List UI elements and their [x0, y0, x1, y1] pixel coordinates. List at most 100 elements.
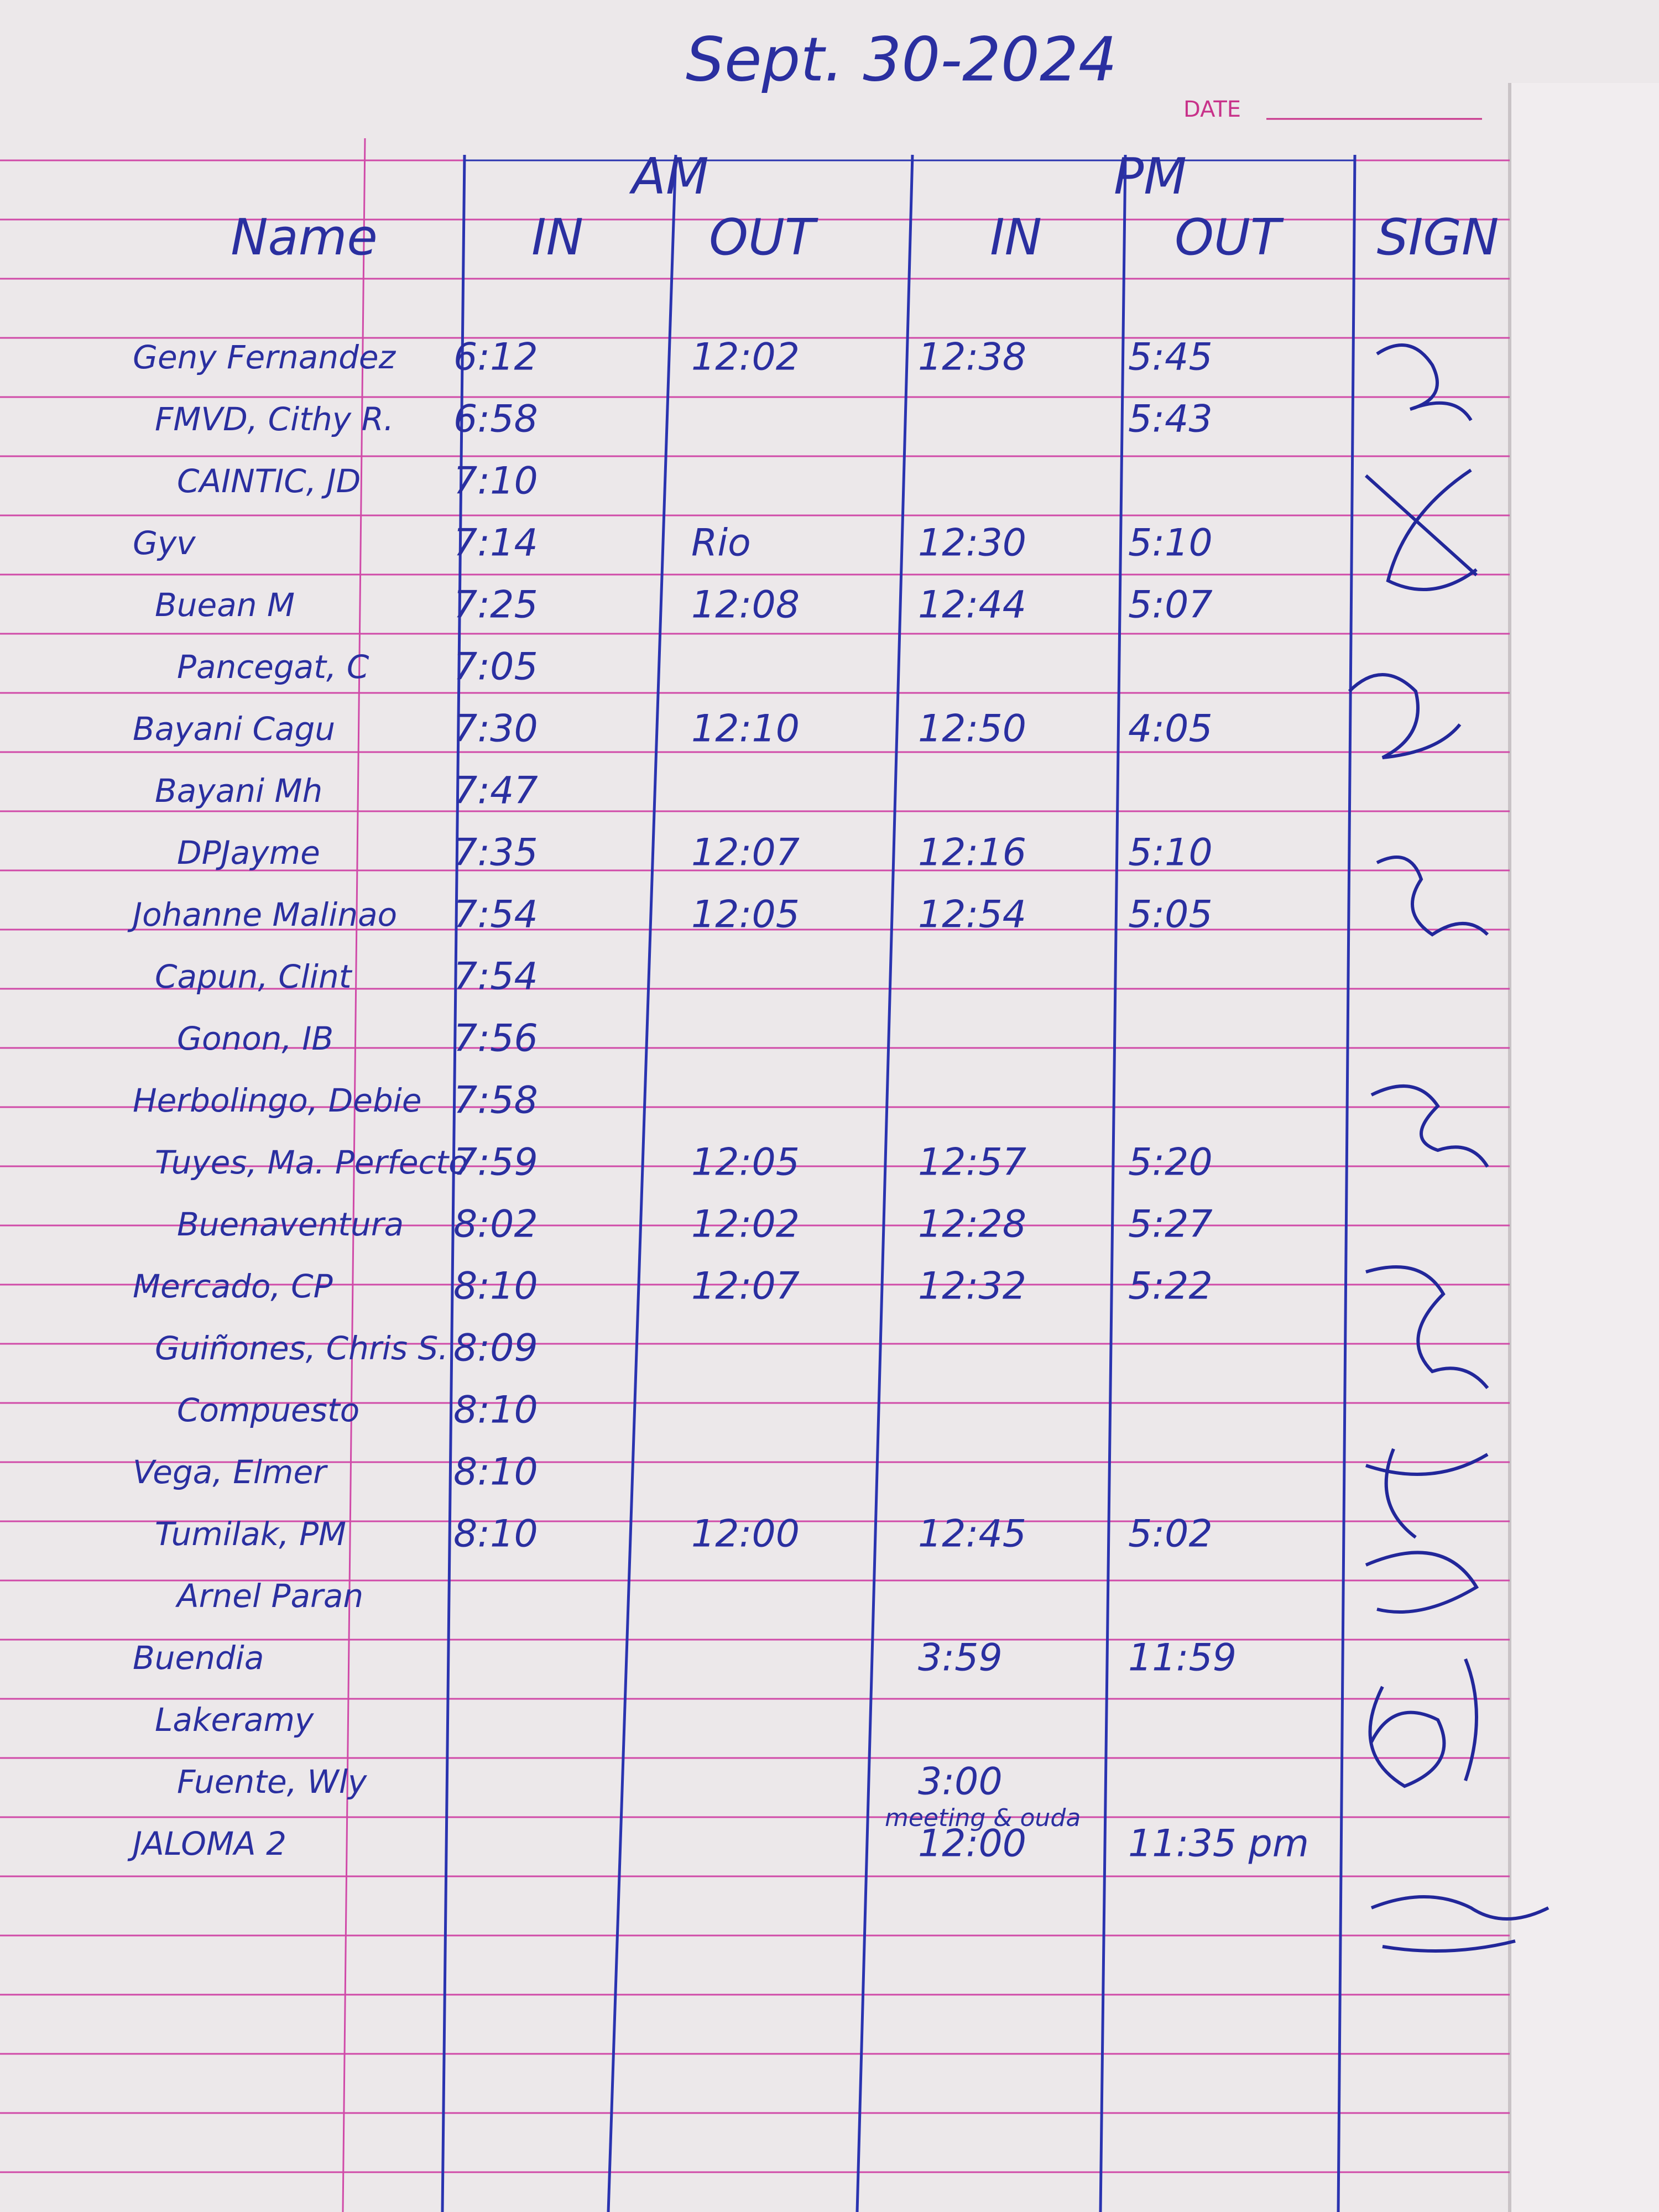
name: Herbolingo, Debie [133, 1082, 422, 1119]
date-label: DATE [1183, 97, 1241, 122]
signature [1364, 468, 1478, 591]
time: 7:25 [453, 583, 538, 627]
name: Arnel Paran [175, 1577, 363, 1615]
time: 7:35 [453, 831, 538, 875]
name: DPJayme [177, 834, 320, 872]
time: 8:10 [453, 1512, 538, 1556]
name: Guiñones, Chris S. [155, 1329, 448, 1367]
time: 12:50 [918, 707, 1026, 751]
time: 12:16 [918, 831, 1026, 875]
column-lines [441, 154, 1357, 2212]
time: 7:54 [453, 955, 538, 999]
column-line [441, 154, 466, 2212]
time: Rio [691, 521, 751, 565]
time: 7:59 [453, 1141, 538, 1185]
date: Sept. 30-2024 [686, 24, 1117, 95]
column-header: Name [231, 208, 378, 267]
name: CAINTIC, JD [177, 462, 361, 500]
signature [1376, 855, 1489, 937]
time: 3:59 [918, 1636, 1003, 1680]
time: 8:10 [453, 1389, 538, 1432]
time: 8:09 [453, 1327, 538, 1370]
name: Bayani Mh [155, 772, 322, 810]
time: 8:02 [453, 1203, 538, 1246]
time: 5:10 [1128, 831, 1213, 875]
time: 5:02 [1128, 1512, 1213, 1556]
column-line [1337, 154, 1357, 2212]
group-header: PM [1114, 148, 1187, 206]
time: 11:59 [1128, 1636, 1237, 1680]
time: 7:58 [453, 1079, 538, 1123]
name: Buean M [155, 586, 295, 624]
time: 5:22 [1128, 1265, 1213, 1308]
column-header: OUT [709, 208, 818, 267]
time: 12:02 [691, 336, 800, 379]
time: 12:44 [918, 583, 1026, 627]
name: JALOMA 2 [127, 1825, 286, 1863]
time: 12:54 [918, 893, 1026, 937]
time: 12:30 [918, 521, 1026, 565]
signature [1368, 1658, 1478, 1788]
signatures [1348, 343, 1550, 1953]
time: 6:12 [453, 336, 538, 379]
time: 12:28 [918, 1203, 1026, 1246]
signature [1376, 343, 1473, 421]
time: 5:20 [1128, 1141, 1213, 1185]
signature [1348, 673, 1462, 759]
ruled-lines [0, 138, 1510, 2212]
time: 5:07 [1128, 583, 1213, 627]
note: meeting & ouda [885, 1804, 1081, 1832]
column-header: OUT [1175, 208, 1284, 267]
column-line [607, 154, 677, 2212]
time: 7:54 [453, 893, 538, 937]
time: 7:05 [453, 645, 538, 689]
time: 12:38 [918, 336, 1026, 379]
headers: AM PM Name IN OUT IN OUT SIGN [231, 148, 1499, 267]
time: 7:47 [453, 769, 538, 813]
name: Gonon, IB [177, 1020, 333, 1057]
group-header: AM [629, 148, 708, 206]
column-line [1099, 154, 1127, 2212]
time: 8:10 [453, 1265, 538, 1308]
name: Fuente, Wly [177, 1763, 367, 1801]
name: FMVD, Cithy R. [155, 400, 394, 438]
time: 5:45 [1128, 336, 1213, 379]
time: 12:02 [691, 1203, 800, 1246]
entries: Geny Fernandez 6:12 12:02 12:38 5:45 FMVD, Ci… [127, 336, 1309, 1866]
name: Bayani Cagu [133, 710, 335, 748]
name: Capun, Clint [155, 958, 353, 995]
time: 7:10 [453, 460, 538, 503]
time: 7:56 [453, 1017, 538, 1061]
signature [1365, 1448, 1489, 1539]
name: Gyv [133, 524, 196, 562]
name: Buendia [133, 1639, 264, 1677]
name: Tumilak, PM [155, 1515, 346, 1553]
time: 12:08 [691, 583, 800, 627]
name: Geny Fernandez [133, 338, 397, 376]
name: Compuesto [177, 1391, 359, 1429]
time: 8:10 [453, 1451, 538, 1494]
signature [1365, 1265, 1489, 1389]
time: 4:05 [1128, 707, 1213, 751]
time: 5:05 [1128, 893, 1213, 937]
time: 7:14 [453, 521, 538, 565]
time: 5:43 [1128, 398, 1213, 441]
name: Vega, Elmer [133, 1453, 328, 1491]
name: Mercado, CP [133, 1267, 333, 1305]
signature [1365, 1551, 1479, 1614]
signature [1370, 1895, 1550, 1953]
signature [1370, 1084, 1489, 1168]
time: 12:07 [691, 831, 800, 875]
name: Pancegat, C [177, 648, 369, 686]
time: 12:10 [691, 707, 800, 751]
name: Tuyes, Ma. Perfecto [155, 1144, 468, 1181]
time: 5:27 [1128, 1203, 1213, 1246]
time: 12:45 [918, 1512, 1026, 1556]
column-header: IN [531, 208, 583, 267]
time: 6:58 [453, 398, 538, 441]
column-line [855, 154, 914, 2212]
time: 7:30 [453, 707, 538, 751]
